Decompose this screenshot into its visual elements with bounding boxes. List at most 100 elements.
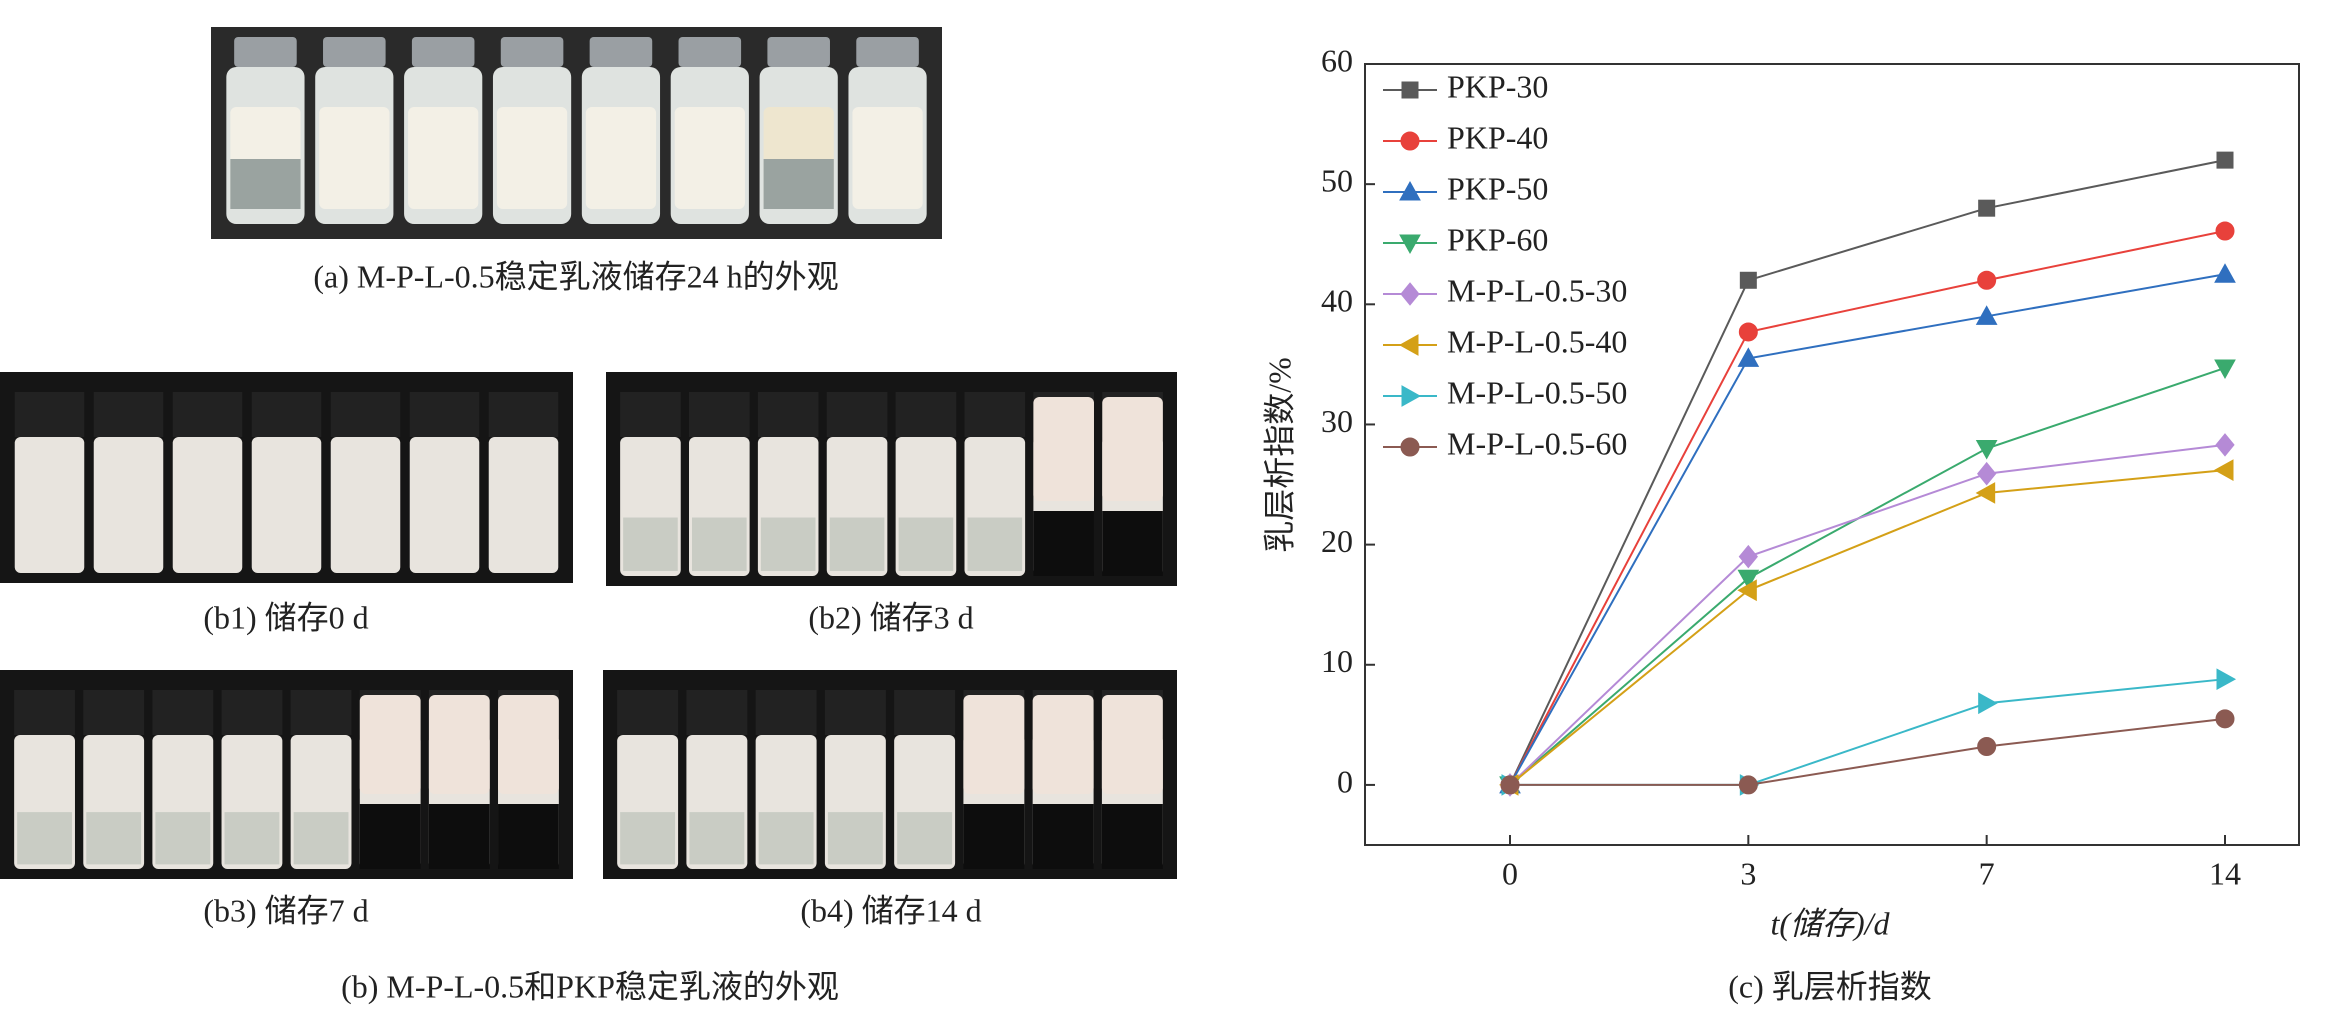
legend-label: M-P-L-0.5-40 (1447, 323, 1627, 359)
serum (155, 812, 211, 865)
data-point (2214, 359, 2236, 380)
vial-cap (83, 690, 145, 735)
vial-cap (234, 37, 297, 67)
serum (230, 159, 301, 209)
y-tick-label: 50 (1321, 162, 1353, 198)
data-point (1975, 482, 1996, 504)
serum (620, 812, 676, 865)
emulsion (1102, 397, 1163, 501)
dark-base (1102, 511, 1163, 576)
serum (827, 812, 883, 865)
data-point (1975, 305, 1998, 325)
serum (689, 812, 745, 865)
data-point (1737, 579, 1757, 602)
legend-marker (1399, 234, 1421, 255)
vial-cap (290, 690, 352, 735)
vial-cap (757, 392, 819, 437)
data-point (1978, 199, 1996, 217)
y-axis-label: 乳层析指数/% (1261, 357, 1297, 553)
data-point (1738, 544, 1758, 569)
legend-label: M-P-L-0.5-60 (1447, 425, 1627, 461)
data-point (2214, 263, 2236, 283)
data-point (1978, 692, 1998, 715)
caption: (b3) 储存7 d (203, 892, 368, 928)
x-axis-label: t(储存)/d (1770, 905, 1890, 941)
y-tick-label: 60 (1321, 42, 1353, 78)
legend-label: PKP-30 (1447, 68, 1548, 104)
vial (14, 437, 85, 573)
emulsion (585, 107, 657, 209)
emulsion (1033, 397, 1094, 501)
vial-cap (689, 392, 750, 437)
emulsion (498, 695, 559, 794)
vial-cap (93, 392, 164, 437)
legend-marker (1400, 437, 1420, 457)
caption: (b1) 储存0 d (203, 599, 368, 635)
vial-cap (686, 690, 748, 735)
y-tick-label: 30 (1321, 403, 1353, 439)
vial-cap (755, 690, 817, 735)
data-point (1737, 569, 1760, 590)
data-point (1977, 270, 1997, 290)
data-point (1738, 775, 1758, 795)
serum (967, 517, 1023, 572)
emulsion (1032, 695, 1094, 794)
vial (488, 437, 559, 573)
serum (293, 812, 349, 865)
serum (760, 517, 816, 572)
serum (692, 517, 747, 572)
vial (93, 437, 164, 573)
serum (86, 812, 142, 865)
vial-cap (409, 392, 480, 437)
serum (224, 812, 280, 865)
legend-marker (1401, 385, 1422, 407)
vial (330, 437, 401, 573)
legend-marker (1400, 131, 1420, 151)
data-point (2216, 151, 2234, 169)
vial-cap (323, 37, 386, 67)
serum (763, 159, 834, 209)
vial-cap (826, 392, 888, 437)
data-point (1977, 736, 1997, 756)
vial-cap (767, 37, 830, 67)
emulsion (428, 695, 490, 794)
emulsion (674, 107, 745, 209)
x-tick-label: 14 (2209, 855, 2241, 891)
data-point (2215, 433, 2235, 457)
data-point (1975, 439, 1998, 460)
vial (251, 437, 322, 573)
caption: (b) M-P-L-0.5和PKP稳定乳液的外观 (341, 968, 839, 1004)
legend-marker (1400, 282, 1420, 306)
vial-cap (172, 392, 243, 437)
serum (17, 812, 72, 865)
data-point (2215, 221, 2235, 241)
vial-cap (411, 37, 475, 67)
emulsion (408, 107, 479, 209)
vial-cap (589, 37, 653, 67)
vial-cap (964, 392, 1026, 437)
vial-cap (500, 37, 564, 67)
vial (172, 437, 243, 573)
emulsion (852, 107, 923, 209)
vial-cap (678, 37, 742, 67)
data-point (1500, 775, 1520, 795)
legend-label: M-P-L-0.5-30 (1447, 272, 1627, 308)
data-point (2215, 709, 2235, 729)
series-line (1509, 273, 2226, 786)
y-tick-label: 20 (1321, 523, 1353, 559)
x-tick-label: 0 (1502, 855, 1518, 891)
vial-cap (152, 690, 214, 735)
vial-cap (620, 392, 681, 437)
caption: (b4) 储存14 d (800, 892, 981, 928)
emulsion (319, 107, 390, 209)
dark-base (359, 804, 421, 869)
serum (623, 517, 678, 572)
vial-cap (894, 690, 956, 735)
caption: (a) M-P-L-0.5稳定乳液储存24 h的外观 (313, 258, 838, 294)
emulsion (359, 695, 421, 794)
vial-cap (824, 690, 886, 735)
data-point (2216, 668, 2237, 691)
legend-label: M-P-L-0.5-50 (1447, 374, 1627, 410)
vial-cap (14, 690, 75, 735)
